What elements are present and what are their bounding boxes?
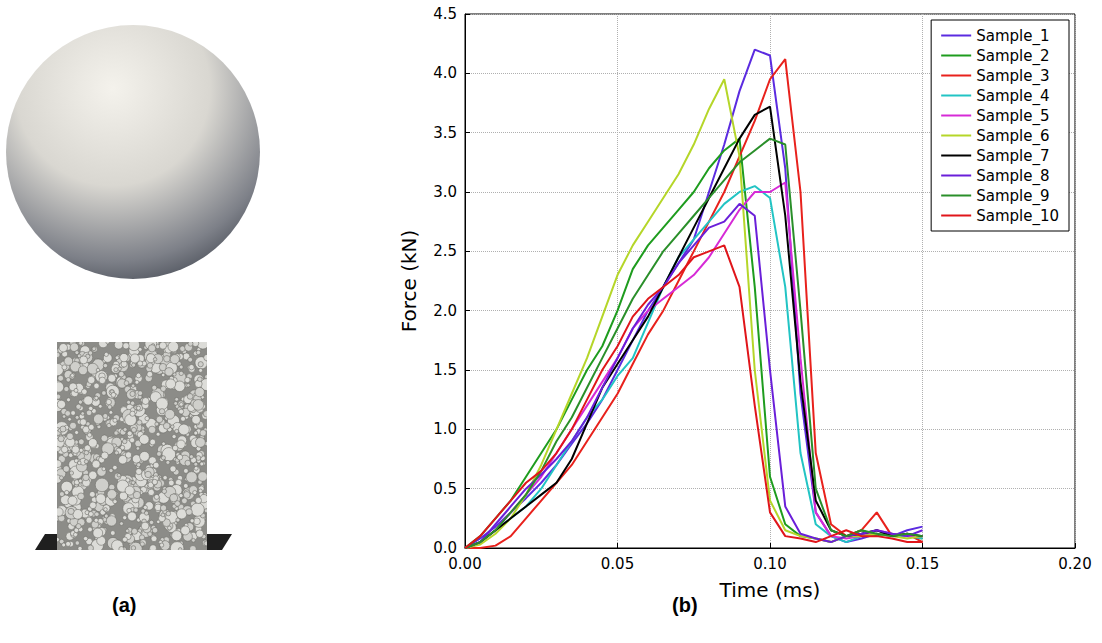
svg-text:0.15: 0.15 <box>906 555 939 573</box>
svg-text:Sample_5: Sample_5 <box>976 107 1049 126</box>
svg-text:0.05: 0.05 <box>601 555 634 573</box>
html-text:(a): (a) <box>112 594 137 616</box>
svg-text:2.0: 2.0 <box>433 302 457 320</box>
svg-text:Time (ms): Time (ms) <box>719 578 821 602</box>
svg-text:Force (kN): Force (kN) <box>397 230 421 333</box>
html-text:(b): (b) <box>672 594 698 616</box>
svg-text:0.20: 0.20 <box>1058 555 1091 573</box>
svg-text:1.0: 1.0 <box>433 420 457 438</box>
svg-text:3.0: 3.0 <box>433 183 457 201</box>
svg-text:0.00: 0.00 <box>448 555 481 573</box>
svg-text:0.0: 0.0 <box>433 539 457 557</box>
svg-text:4.0: 4.0 <box>433 64 457 82</box>
svg-text:Sample_2: Sample_2 <box>976 47 1049 66</box>
svg-text:Sample_7: Sample_7 <box>976 147 1049 166</box>
svg-text:Sample_3: Sample_3 <box>976 67 1049 86</box>
svg-text:0.10: 0.10 <box>753 555 786 573</box>
svg-text:3.5: 3.5 <box>433 124 457 142</box>
svg-text:Sample_4: Sample_4 <box>976 87 1049 106</box>
svg-text:0.5: 0.5 <box>433 480 457 498</box>
svg-text:1.5: 1.5 <box>433 361 457 379</box>
svg-text:Sample_9: Sample_9 <box>976 187 1049 206</box>
svg-text:Sample_6: Sample_6 <box>976 127 1049 146</box>
svg-text:Sample_1: Sample_1 <box>976 27 1049 46</box>
svg-text:Sample_8: Sample_8 <box>976 167 1049 186</box>
svg-text:Sample_10: Sample_10 <box>976 207 1059 226</box>
svg-text:4.5: 4.5 <box>433 5 457 23</box>
svg-text:2.5: 2.5 <box>433 242 457 260</box>
